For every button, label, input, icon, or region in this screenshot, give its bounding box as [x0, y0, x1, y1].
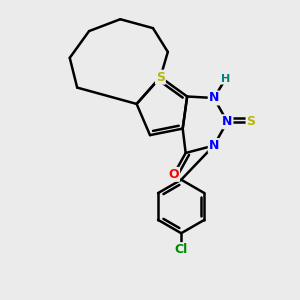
- Text: H: H: [221, 74, 230, 84]
- Text: N: N: [209, 139, 219, 152]
- Text: N: N: [209, 92, 219, 104]
- Text: O: O: [169, 168, 179, 181]
- Text: N: N: [222, 115, 232, 128]
- Text: Cl: Cl: [175, 243, 188, 256]
- Text: S: S: [247, 115, 256, 128]
- Text: S: S: [156, 71, 165, 84]
